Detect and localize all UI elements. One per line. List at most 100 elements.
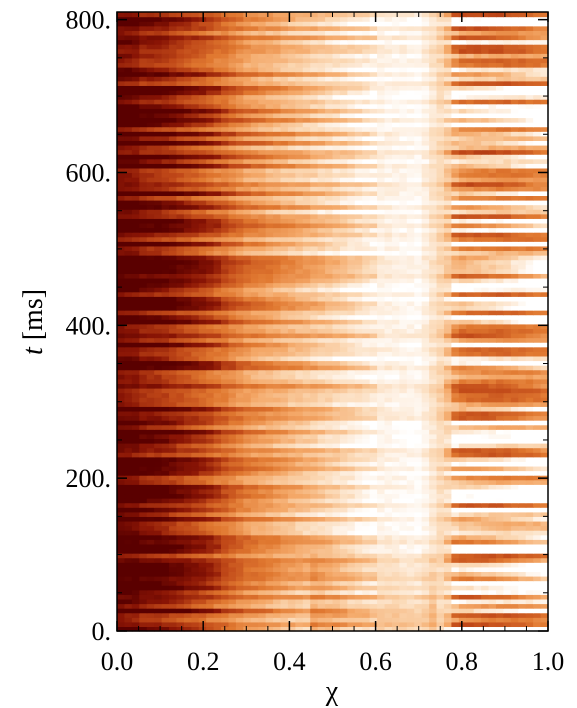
heatmap-cell xyxy=(191,608,200,614)
heatmap-cell xyxy=(533,374,542,380)
heatmap-cell xyxy=(221,585,230,591)
heatmap-cell xyxy=(139,603,148,609)
heatmap-cell xyxy=(154,351,163,357)
heatmap-cell xyxy=(332,273,341,279)
heatmap-cell xyxy=(243,314,252,320)
heatmap-cell xyxy=(191,314,200,320)
heatmap-cell xyxy=(510,461,519,467)
heatmap-cell xyxy=(406,465,415,472)
heatmap-cell xyxy=(495,479,505,485)
heatmap-cell xyxy=(325,337,334,343)
heatmap-cell xyxy=(131,360,140,366)
heatmap-cell xyxy=(540,323,549,329)
heatmap-cell xyxy=(280,626,289,632)
heatmap-cell xyxy=(213,594,222,600)
heatmap-cell xyxy=(302,332,311,339)
heatmap-cell xyxy=(258,323,267,329)
heatmap-cell xyxy=(213,530,222,536)
heatmap-cell xyxy=(146,387,155,394)
heatmap-cell xyxy=(228,332,237,339)
heatmap-cell xyxy=(540,621,549,628)
heatmap-cell xyxy=(377,571,386,577)
heatmap-cell xyxy=(339,406,348,412)
heatmap-cell xyxy=(131,415,140,421)
heatmap-cell xyxy=(206,365,215,371)
heatmap-cell xyxy=(436,470,445,476)
heatmap-cell xyxy=(347,296,356,302)
heatmap-cell xyxy=(325,365,334,371)
heatmap-cell xyxy=(466,516,475,522)
heatmap-cell xyxy=(250,287,259,293)
heatmap-cell xyxy=(414,383,423,389)
heatmap-cell xyxy=(310,507,319,513)
heatmap-cell xyxy=(117,264,126,270)
heatmap-cell xyxy=(332,277,341,284)
heatmap-cell xyxy=(235,566,244,572)
heatmap-cell xyxy=(213,365,222,371)
heatmap-cell xyxy=(302,461,311,467)
heatmap-cell xyxy=(406,461,415,467)
heatmap-cell xyxy=(183,612,192,618)
heatmap-cell xyxy=(280,236,289,242)
heatmap-cell xyxy=(466,420,475,426)
heatmap-cell xyxy=(161,268,170,274)
heatmap-cell xyxy=(466,612,475,618)
heatmap-cell xyxy=(488,332,497,339)
heatmap-cell xyxy=(228,557,237,563)
heatmap-cell xyxy=(131,255,140,261)
heatmap-cell xyxy=(443,241,452,247)
heatmap-cell xyxy=(473,553,482,559)
heatmap-cell xyxy=(466,475,475,481)
heatmap-cell xyxy=(406,502,415,508)
heatmap-cell xyxy=(429,493,438,499)
heatmap-cell xyxy=(117,369,126,375)
heatmap-cell xyxy=(458,300,467,307)
heatmap-cell xyxy=(250,236,259,242)
heatmap-cell xyxy=(146,369,155,375)
heatmap-cell xyxy=(466,314,475,320)
heatmap-cell xyxy=(317,433,326,440)
heatmap-cell xyxy=(287,511,296,517)
heatmap-cell xyxy=(406,571,415,577)
heatmap-cell xyxy=(525,342,534,348)
heatmap-cell xyxy=(228,250,237,256)
heatmap-cell xyxy=(243,250,252,256)
heatmap-cell xyxy=(221,351,230,357)
heatmap-cell xyxy=(354,548,363,554)
heatmap-cell xyxy=(391,259,400,265)
heatmap-cell xyxy=(481,534,490,540)
heatmap-cell xyxy=(206,424,215,430)
heatmap-cell xyxy=(347,443,356,449)
heatmap-cell xyxy=(265,548,274,554)
heatmap-cell xyxy=(533,255,542,261)
heatmap-cell xyxy=(443,543,452,550)
heatmap-cell xyxy=(310,594,319,600)
heatmap-cell xyxy=(510,612,519,618)
heatmap-cell xyxy=(221,539,230,545)
heatmap-cell xyxy=(339,342,348,348)
heatmap-cell xyxy=(429,374,438,380)
heatmap-cell xyxy=(228,273,237,279)
heatmap-cell xyxy=(451,387,460,394)
heatmap-cell xyxy=(436,415,445,421)
heatmap-cell xyxy=(221,507,230,513)
heatmap-cell xyxy=(235,268,244,274)
heatmap-cell xyxy=(117,511,126,517)
heatmap-cell xyxy=(131,594,140,600)
heatmap-cell xyxy=(221,264,230,270)
heatmap-cell xyxy=(302,268,311,274)
heatmap-cell xyxy=(399,498,408,504)
heatmap-cell xyxy=(533,351,542,357)
heatmap-cell xyxy=(154,516,163,522)
heatmap-cell xyxy=(265,342,274,348)
heatmap-cell xyxy=(117,323,126,329)
heatmap-cell xyxy=(384,598,393,605)
heatmap-cell xyxy=(139,300,148,307)
heatmap-cell xyxy=(354,319,363,325)
heatmap-cell xyxy=(414,452,423,458)
heatmap-cell xyxy=(481,296,490,302)
heatmap-cell xyxy=(354,392,363,398)
heatmap-cell xyxy=(228,397,237,403)
heatmap-cell xyxy=(161,383,170,389)
heatmap-cell xyxy=(533,612,542,618)
